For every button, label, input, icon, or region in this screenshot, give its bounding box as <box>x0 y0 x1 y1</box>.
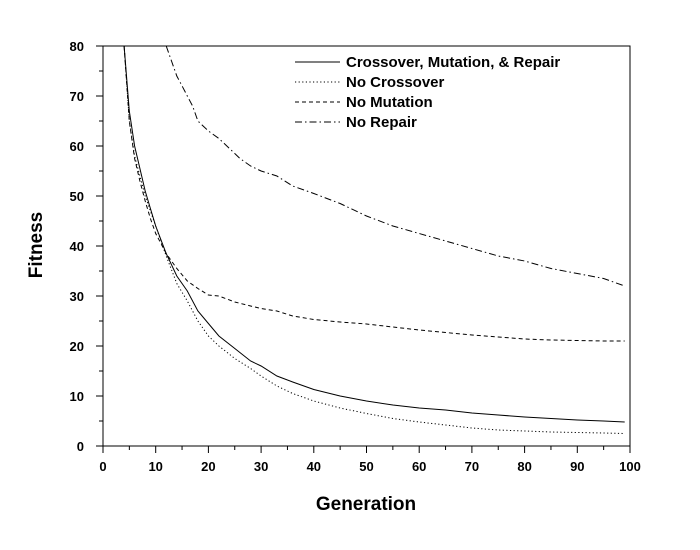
x-tick-label: 80 <box>517 459 531 474</box>
x-tick-label: 70 <box>465 459 479 474</box>
legend-label-2: No Crossover <box>346 74 445 91</box>
x-tick-label: 50 <box>359 459 373 474</box>
legend-label-3: No Mutation <box>346 94 433 111</box>
y-tick-label: 10 <box>70 389 84 404</box>
series-line-4 <box>165 46 625 287</box>
tick-labels: 0 10 20 30 40 50 60 70 80 90 100 0 10 20 30 40 50 60 70 80 <box>70 39 641 474</box>
y-tick-label: 50 <box>70 189 84 204</box>
y-tick-label: 40 <box>70 239 84 254</box>
x-tick-label: 30 <box>254 459 268 474</box>
x-tick-label: 0 <box>99 459 106 474</box>
series-lines <box>123 46 625 434</box>
x-tick-label: 90 <box>570 459 584 474</box>
x-tick-label: 40 <box>307 459 321 474</box>
y-tick-label: 20 <box>70 339 84 354</box>
y-tick-label: 0 <box>77 439 84 454</box>
x-tick-label: 100 <box>619 459 641 474</box>
y-tick-label: 30 <box>70 289 84 304</box>
y-tick-label: 70 <box>70 89 84 104</box>
y-axis-title: Fitness <box>26 212 47 279</box>
legend: Crossover, Mutation, & Repair No Crossove… <box>295 54 560 131</box>
series-line-3 <box>123 46 625 342</box>
x-tick-label: 10 <box>148 459 162 474</box>
x-tick-label: 60 <box>412 459 426 474</box>
legend-label-4: No Repair <box>346 114 417 131</box>
plot-axes <box>96 45 631 453</box>
x-axis-title: Generation <box>316 494 416 515</box>
y-tick-label: 80 <box>70 39 84 54</box>
legend-label-1: Crossover, Mutation, & Repair <box>346 54 560 71</box>
y-tick-label: 60 <box>70 139 84 154</box>
x-tick-label: 20 <box>201 459 215 474</box>
series-line-1 <box>123 46 625 423</box>
